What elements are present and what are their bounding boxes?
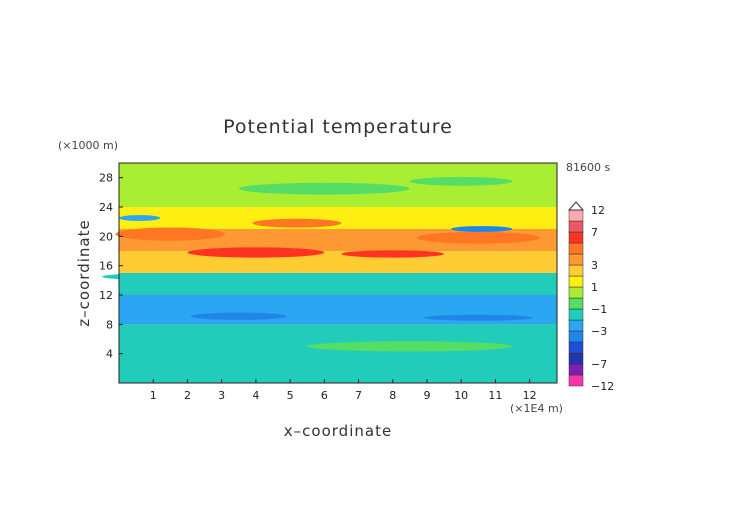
colorbar-tick-label: 7 xyxy=(591,226,598,239)
heatmap-cell xyxy=(341,250,445,258)
y-unit-label: (×1000 m) xyxy=(58,139,118,152)
x-tick-label: 4 xyxy=(252,389,259,402)
colorbar-swatch xyxy=(568,374,584,387)
colorbar-swatch xyxy=(568,242,584,255)
colorbar-swatch xyxy=(568,286,584,299)
colorbar-swatch xyxy=(568,297,584,310)
x-tick-label: 12 xyxy=(523,389,537,402)
heatmap-band xyxy=(119,207,557,229)
colorbar-swatch xyxy=(568,253,584,266)
x-tick-label: 7 xyxy=(355,389,362,402)
y-axis: 4 8 12 16 20 24 28 xyxy=(99,172,123,361)
colorbar: 12 7 3 1 −1 −3 −7 −12 xyxy=(567,201,614,393)
colorbar-tick-label: 12 xyxy=(591,204,605,217)
x-tick-label: 2 xyxy=(184,389,191,402)
heatmap-cell xyxy=(101,273,239,281)
y-tick-label: 4 xyxy=(106,348,113,361)
x-tick-label: 9 xyxy=(423,389,430,402)
colorbar-swatch xyxy=(568,308,584,321)
x-axis: 1 2 3 4 5 6 7 8 9 10 11 12 xyxy=(150,379,537,402)
time-label: 81600 s xyxy=(566,161,610,174)
x-tick-label: 6 xyxy=(321,389,328,402)
heatmap-cell xyxy=(423,314,534,321)
heatmap-band xyxy=(119,324,557,339)
x-axis-label: x–coordinate xyxy=(284,422,392,440)
colorbar-tick-label: −3 xyxy=(591,325,607,338)
heatmap-cell xyxy=(450,226,513,232)
y-tick-label: 20 xyxy=(99,230,113,243)
heatmap-cell xyxy=(119,215,161,221)
colorbar-tick-label: −7 xyxy=(591,358,607,371)
colorbar-swatch xyxy=(568,330,584,343)
x-unit-label: (×1E4 m) xyxy=(510,402,563,415)
y-tick-label: 8 xyxy=(106,318,113,331)
heatmap-cell xyxy=(409,176,513,186)
heatmap-cell xyxy=(187,247,325,258)
x-tick-label: 3 xyxy=(218,389,225,402)
heatmap-cell xyxy=(416,231,540,244)
heatmap-cell xyxy=(341,283,547,293)
heatmap-cell xyxy=(307,341,513,352)
x-tick-label: 10 xyxy=(454,389,468,402)
plot-area xyxy=(101,162,558,384)
colorbar-tick-label: 1 xyxy=(591,281,598,294)
colorbar-tick-label: 3 xyxy=(591,259,598,272)
y-tick-label: 16 xyxy=(99,260,113,273)
colorbar-swatch xyxy=(568,209,584,222)
x-tick-label: 8 xyxy=(389,389,396,402)
x-tick-label: 11 xyxy=(488,389,502,402)
colorbar-swatch xyxy=(568,341,584,354)
colorbar-swatch xyxy=(568,363,584,376)
y-axis-label: z–coordinate xyxy=(75,219,93,326)
y-tick-label: 28 xyxy=(99,172,113,185)
colorbar-tick-label: −1 xyxy=(591,303,607,316)
colorbar-swatch xyxy=(568,264,584,277)
y-tick-label: 12 xyxy=(99,289,113,302)
colorbar-swatch xyxy=(568,220,584,233)
colorbar-swatch xyxy=(568,352,584,365)
chart-title: Potential temperature xyxy=(223,116,453,138)
heatmap-cell xyxy=(190,312,287,320)
colorbar-swatch xyxy=(568,231,584,244)
x-tick-label: 1 xyxy=(150,389,157,402)
y-tick-label: 24 xyxy=(99,201,113,214)
heatmap-cell xyxy=(115,227,226,241)
heatmap-band xyxy=(119,251,557,273)
heatmap-cell xyxy=(180,356,263,363)
colorbar-tick-label: −12 xyxy=(591,380,614,393)
heatmap-cell xyxy=(238,182,410,195)
heatmap-cell xyxy=(252,218,342,228)
colorbar-swatch xyxy=(568,319,584,332)
colorbar-swatch xyxy=(568,275,584,288)
colorbar-arrow xyxy=(567,201,585,211)
x-tick-label: 5 xyxy=(287,389,294,402)
